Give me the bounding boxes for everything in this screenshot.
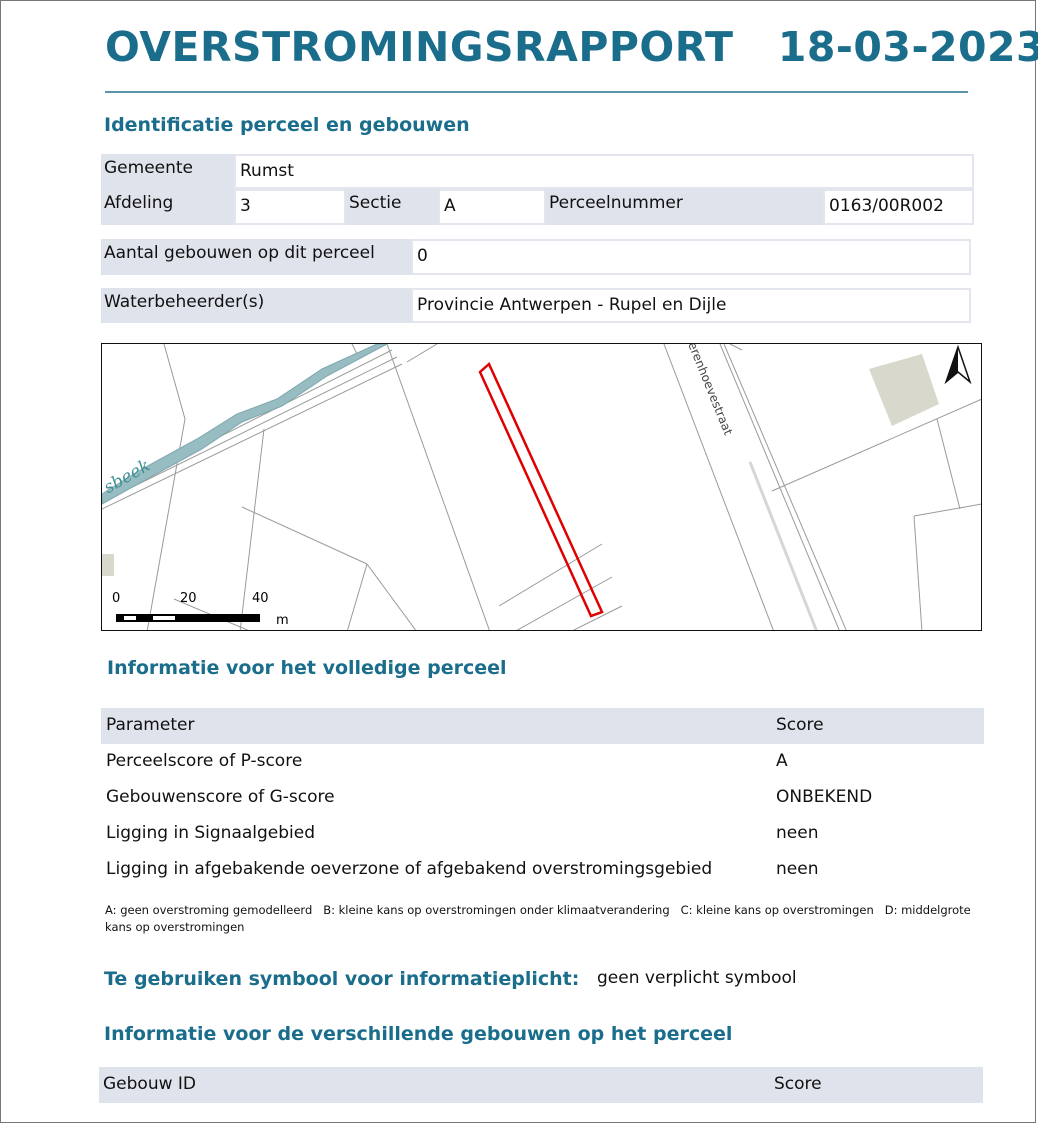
road-centerline	[748, 461, 818, 630]
afdeling-label: Afdeling	[101, 189, 234, 225]
title-text: OVERSTROMINGSRAPPORT	[105, 23, 734, 71]
creek-label: sbeek	[102, 456, 154, 498]
identification-heading: Identificatie perceel en gebouwen	[104, 114, 470, 136]
row-score: neen	[776, 859, 819, 879]
column-parameter: Parameter	[106, 715, 195, 735]
report-date: 18-03-2023	[777, 23, 1038, 71]
north-arrow-icon	[944, 344, 972, 385]
map-canvas: sbeek erenhoevestraat 0 20 40 m	[102, 344, 981, 630]
waterbeheerder-value: Provincie Antwerpen - Rupel en Dijle	[411, 288, 971, 323]
row-score: A	[776, 751, 788, 771]
column-score: Score	[774, 1074, 822, 1094]
scale-tick-20: 20	[180, 591, 197, 606]
row-score: ONBEKEND	[776, 787, 873, 807]
table-row: Perceelscore of P-score A	[101, 744, 984, 780]
parcel-info-heading: Informatie voor het volledige perceel	[107, 657, 507, 679]
scale-unit: m	[276, 613, 289, 628]
building-shape	[869, 354, 939, 426]
table-row: Ligging in afgebakende oeverzone of afge…	[101, 852, 984, 888]
buildings-heading: Informatie voor de verschillende gebouwe…	[104, 1023, 733, 1045]
title-divider	[105, 91, 968, 93]
row-parameter: Gebouwenscore of G-score	[106, 787, 335, 807]
street-label: erenhoevestraat	[685, 344, 735, 437]
row-parameter: Perceelscore of P-score	[106, 751, 303, 771]
row-parameter: Ligging in afgebakende oeverzone of afge…	[106, 859, 713, 879]
report-title: OVERSTROMINGSRAPPORT 18-03-2023	[105, 23, 1038, 71]
sectie-label: Sectie	[346, 189, 438, 225]
aantal-gebouwen-label: Aantal gebouwen op dit perceel	[101, 239, 411, 275]
scale-tick-40: 40	[252, 591, 269, 606]
column-gebouw-id: Gebouw ID	[103, 1074, 197, 1094]
perceelnummer-label: Perceelnummer	[546, 189, 823, 225]
parcel-info-header: Parameter Score	[101, 708, 984, 744]
buildings-header: Gebouw ID Score	[99, 1067, 983, 1103]
perceelnummer-value: 0163/00R002	[823, 189, 974, 225]
building-shape	[102, 554, 114, 576]
afdeling-value: 3	[234, 189, 346, 225]
score-legend-footnote: A: geen overstroming gemodelleerd B: kle…	[105, 903, 975, 934]
waterbeheerder-label: Waterbeheerder(s)	[101, 288, 411, 323]
symbol-heading: Te gebruiken symbool voor informatieplic…	[104, 968, 580, 990]
scale-bar: 0 20 40 m	[112, 591, 289, 628]
table-row: Gebouwenscore of G-score ONBEKEND	[101, 780, 984, 816]
row-score: neen	[776, 823, 819, 843]
aantal-gebouwen-value: 0	[411, 239, 971, 275]
parcel-boundaries	[102, 344, 981, 630]
column-score: Score	[776, 715, 824, 735]
creek	[102, 344, 388, 505]
row-parameter: Ligging in Signaalgebied	[106, 823, 316, 843]
sectie-value: A	[438, 189, 546, 225]
gemeente-label: Gemeente	[101, 154, 234, 189]
parcel-map: sbeek erenhoevestraat 0 20 40 m	[101, 343, 982, 631]
scale-tick-0: 0	[112, 591, 120, 606]
gemeente-value: Rumst	[234, 154, 974, 189]
symbol-value: geen verplicht symbool	[597, 968, 797, 988]
table-row: Ligging in Signaalgebied neen	[101, 816, 984, 852]
selected-parcel-outline	[478, 361, 604, 618]
